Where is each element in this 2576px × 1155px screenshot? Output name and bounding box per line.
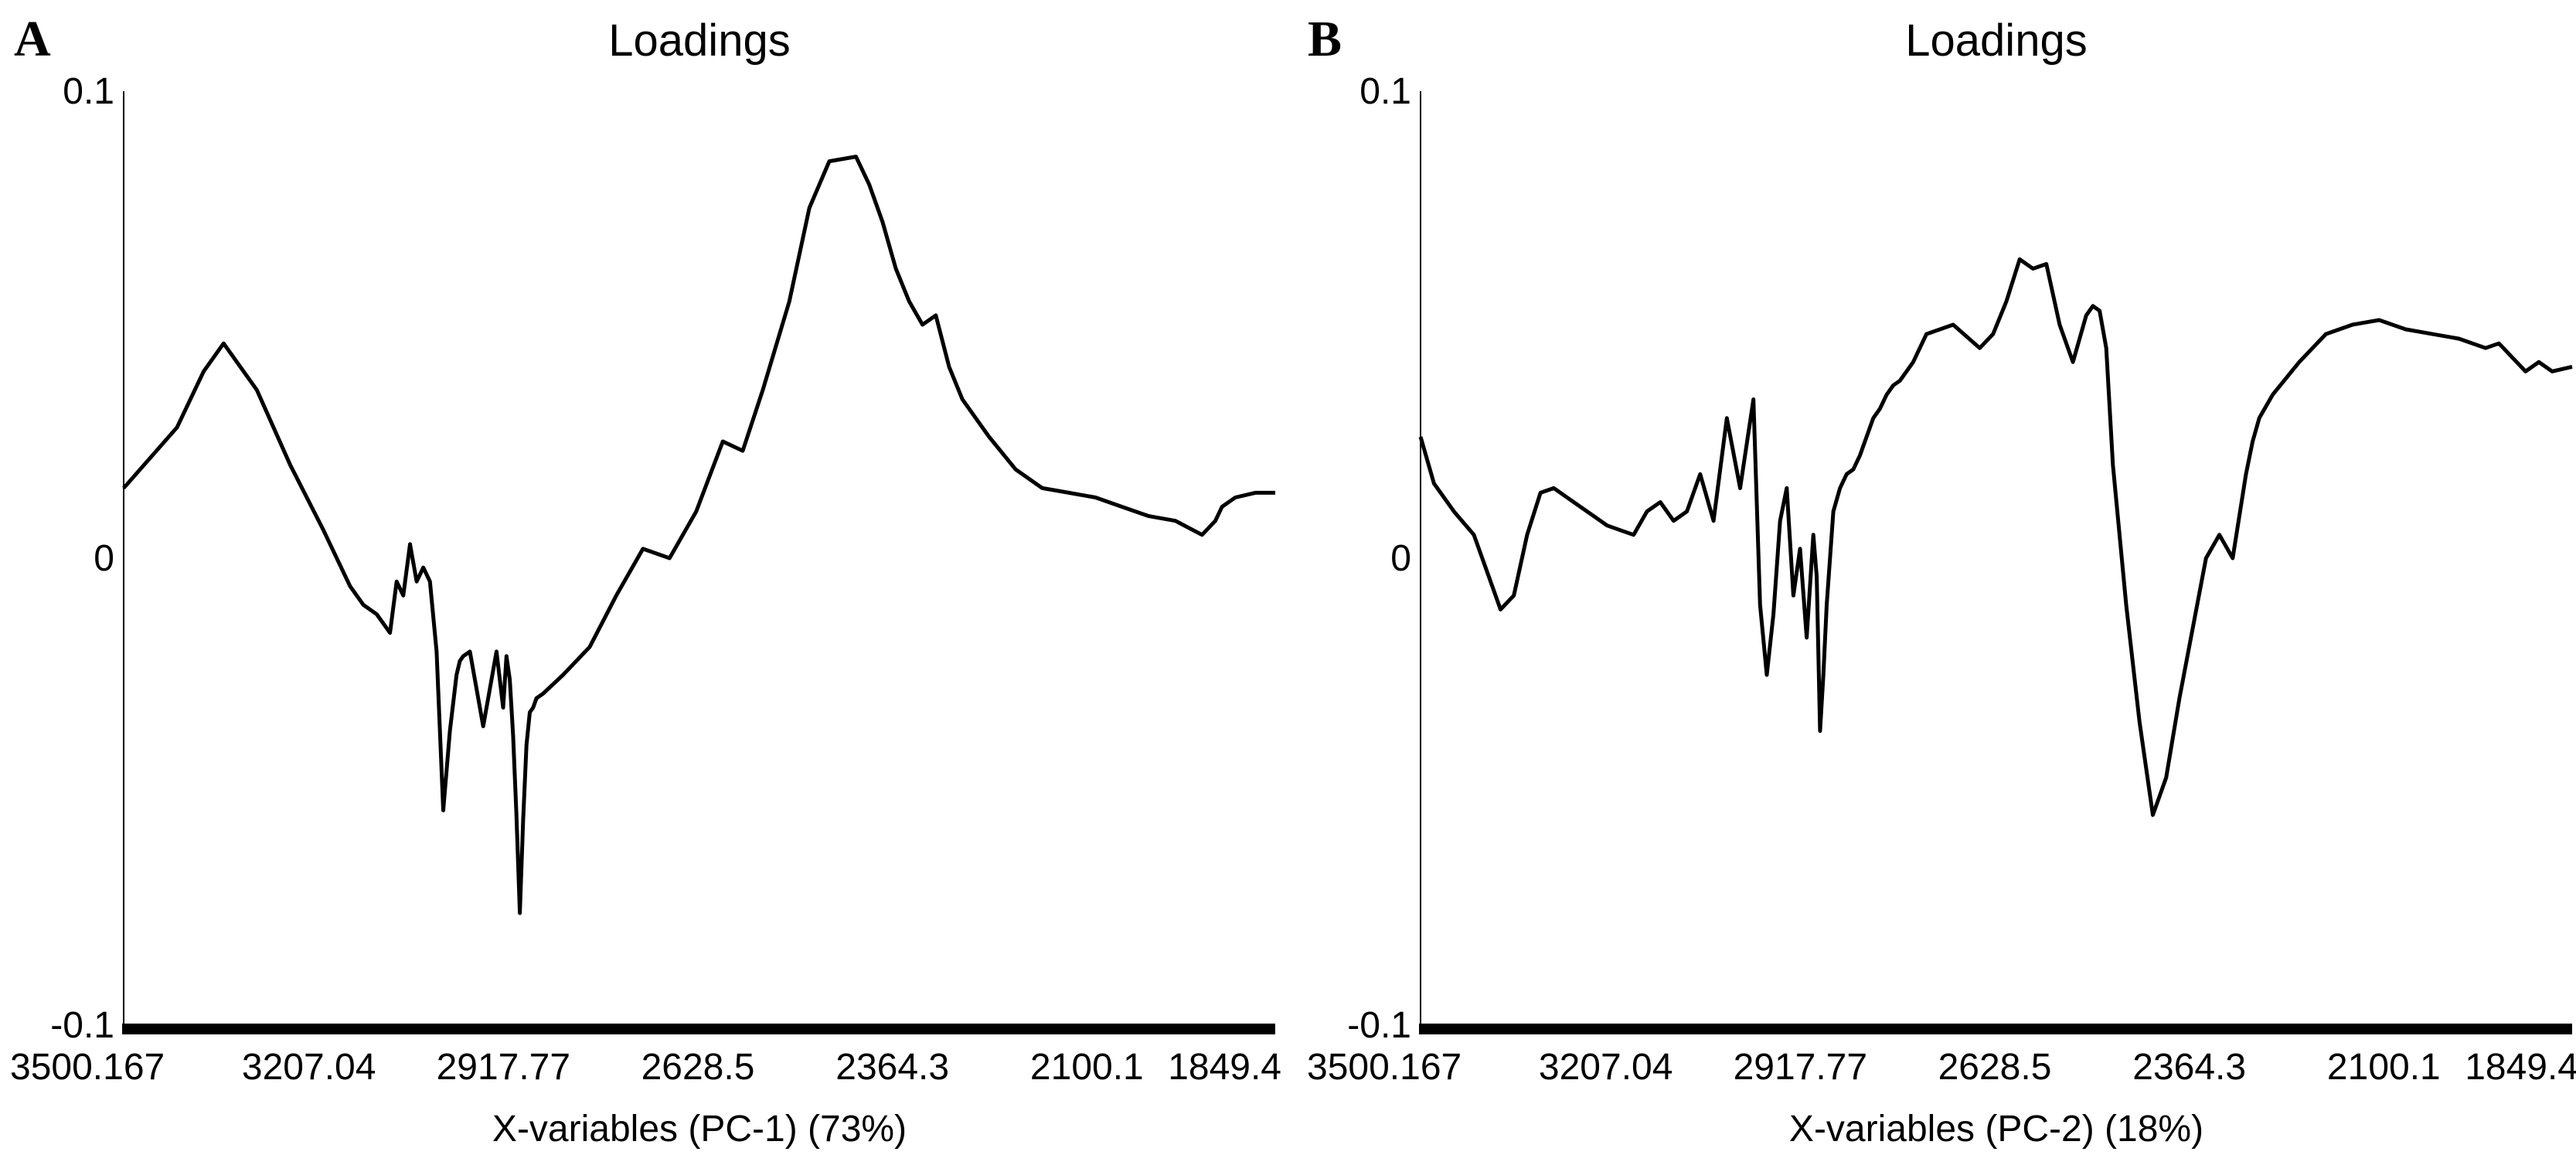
x-tick-label: 2628.5 xyxy=(1938,1047,2052,1088)
x-tick-label: 2628.5 xyxy=(641,1047,755,1088)
y-tick-label: -0.1 xyxy=(50,1005,114,1046)
chart-title: Loadings xyxy=(1905,15,2087,66)
panel-letter: B xyxy=(1308,11,1342,67)
series-line-1 xyxy=(1418,257,2573,817)
x-tick-label: 2364.3 xyxy=(2132,1047,2246,1088)
x-tick-label: 1849.4 xyxy=(1168,1047,1281,1088)
y-tick-label: 0.1 xyxy=(63,71,114,112)
x-tick-label: 2917.77 xyxy=(1734,1047,1868,1088)
x-axis-label: X-variables (PC-2) (18%) xyxy=(1789,1109,2203,1150)
x-tick-label: 2100.1 xyxy=(1030,1047,1144,1088)
x-tick-label: 3207.04 xyxy=(1539,1047,1673,1088)
series-line-1 xyxy=(122,155,1275,915)
x-tick-label: 1849.4 xyxy=(2465,1047,2576,1088)
y-tick-label: -0.1 xyxy=(1347,1005,1411,1046)
x-tick-label: 3500.167 xyxy=(10,1047,165,1088)
x-tick-label: 2917.77 xyxy=(437,1047,571,1088)
x-tick-label: 3500.167 xyxy=(1307,1047,1462,1088)
x-tick-label: 2364.3 xyxy=(835,1047,949,1088)
x-axis-label: X-variables (PC-1) (73%) xyxy=(492,1109,907,1150)
x-tick-label: 2100.1 xyxy=(2327,1047,2441,1088)
x-tick-label: 3207.04 xyxy=(242,1047,376,1088)
panel-letter: A xyxy=(14,11,51,67)
y-tick-label: 0.1 xyxy=(1359,71,1411,112)
y-tick-label: 0 xyxy=(94,538,114,579)
y-tick-label: 0 xyxy=(1390,538,1411,579)
chart-title: Loadings xyxy=(608,15,790,66)
